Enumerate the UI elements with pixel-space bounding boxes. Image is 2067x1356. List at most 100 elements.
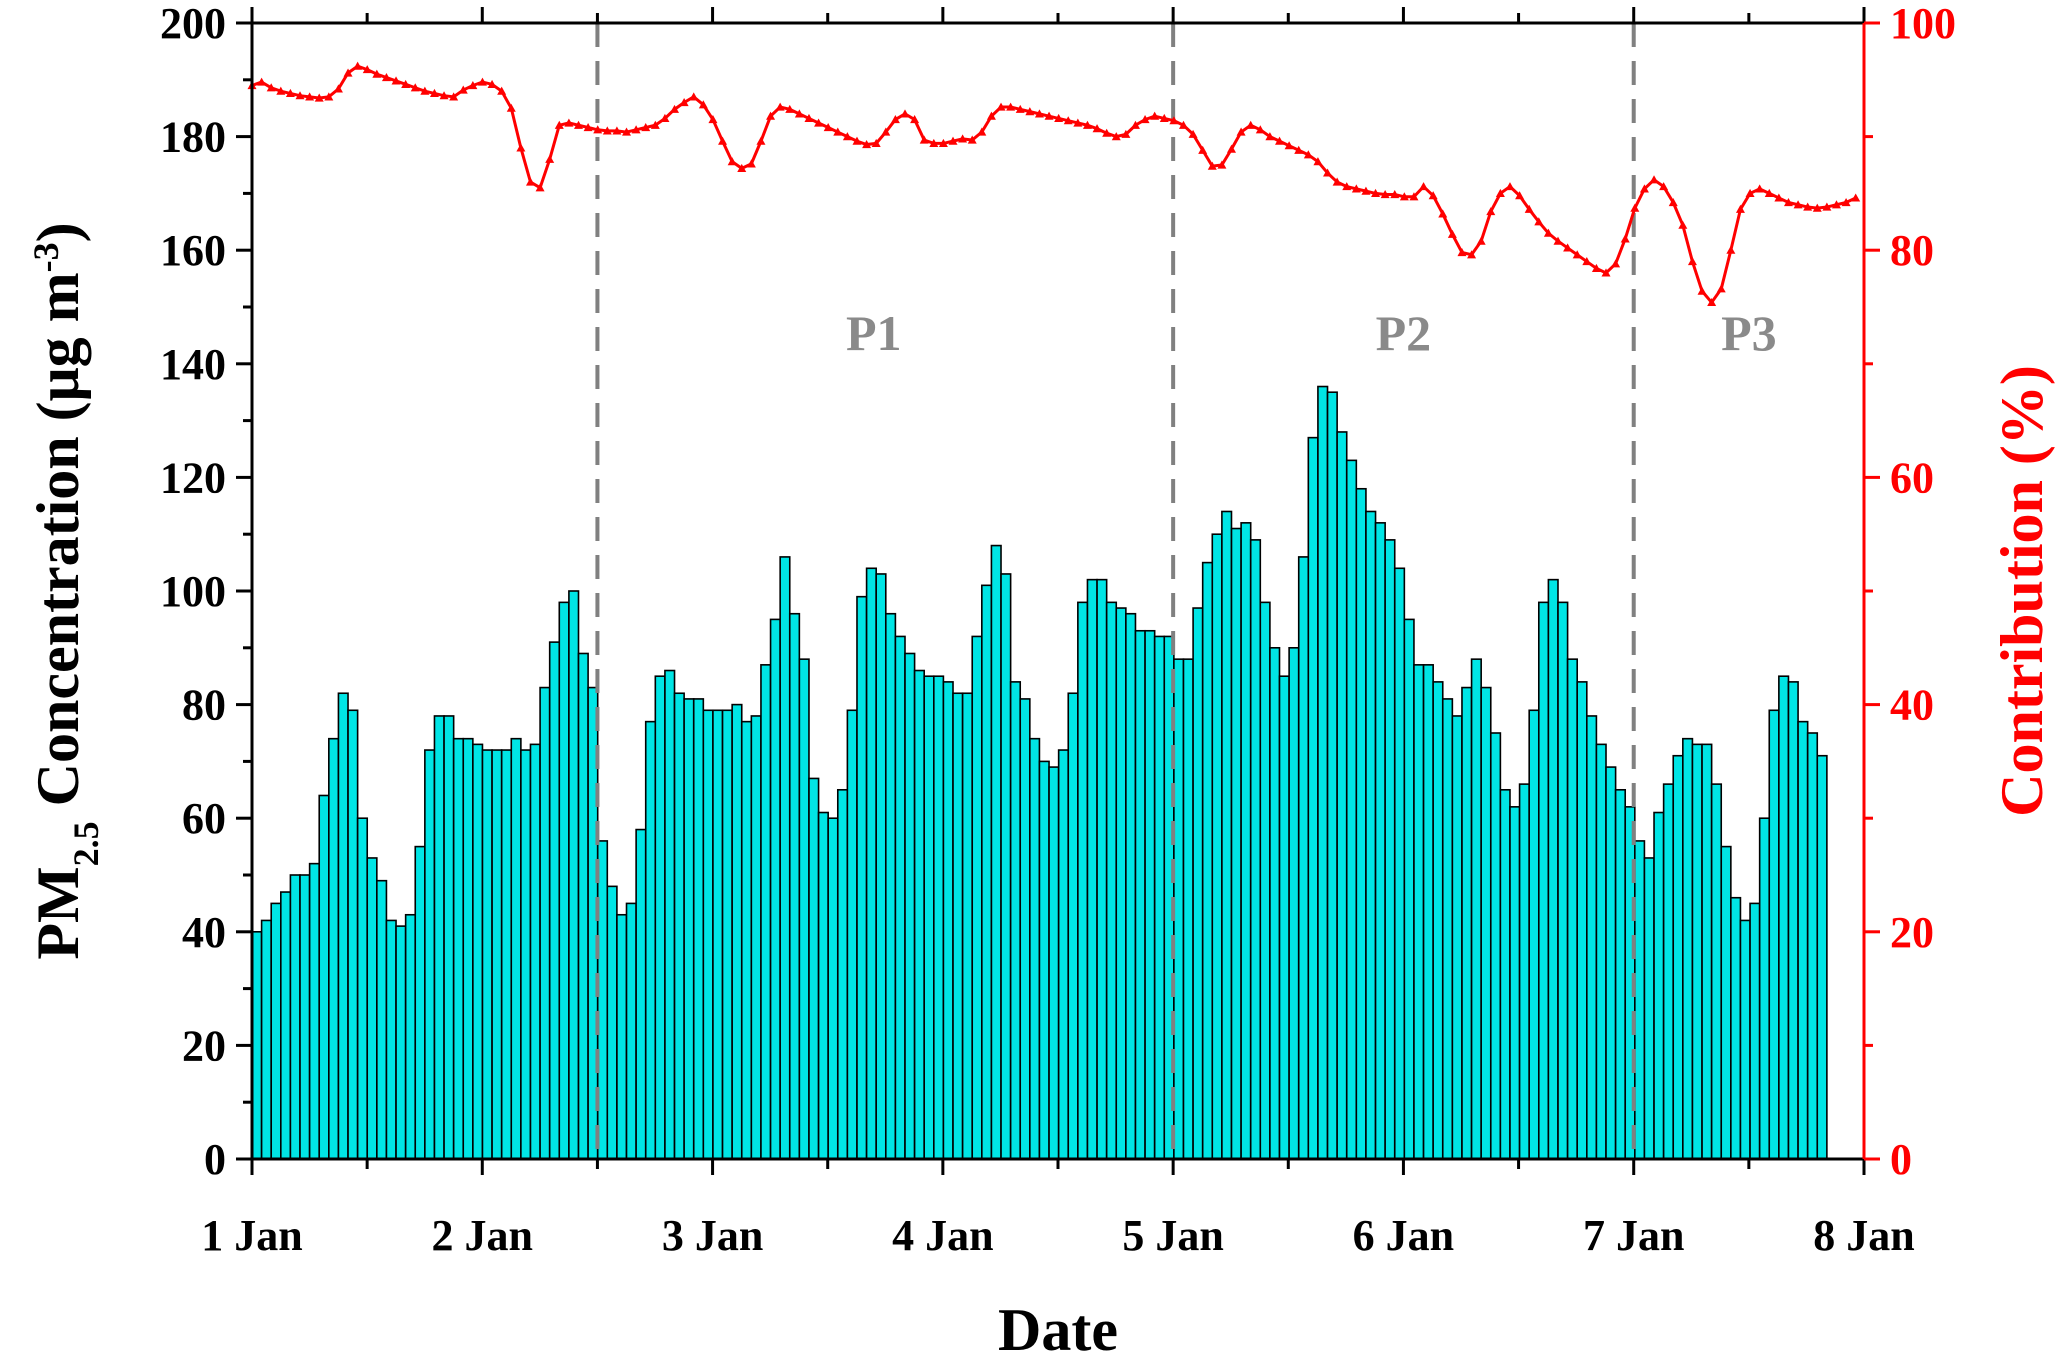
x-tick-label: 7 Jan <box>1583 1211 1684 1260</box>
contribution-marker <box>910 115 920 124</box>
pm25-bar <box>1797 720 1809 1160</box>
pm25-bar <box>1288 646 1300 1160</box>
pm25-bar <box>1029 737 1041 1160</box>
contribution-marker <box>497 86 507 95</box>
contribution-marker <box>1159 113 1169 123</box>
pm25-bar <box>644 720 657 1160</box>
contribution-marker <box>727 157 737 166</box>
pm25-bar <box>548 641 561 1160</box>
contribution-marker <box>1044 111 1054 120</box>
pm25-bar <box>1240 522 1252 1160</box>
pm25-bar <box>1720 845 1732 1160</box>
pm25-bar <box>1345 459 1358 1160</box>
left-y-axis-title: PM2.5 Concentration (μg m-3) <box>25 222 106 959</box>
contribution-marker <box>1150 111 1160 120</box>
contribution-marker <box>1572 250 1582 259</box>
contribution-marker <box>1601 268 1611 277</box>
pm25-bar <box>635 828 647 1160</box>
left-y-tick-label: 40 <box>182 908 226 957</box>
contribution-marker <box>1687 257 1697 266</box>
contribution-marker <box>890 115 900 124</box>
contribution-marker <box>554 120 564 129</box>
contribution-marker <box>1361 186 1371 195</box>
contribution-marker <box>1140 115 1150 124</box>
pm25-bar <box>827 817 839 1160</box>
contribution-marker <box>1034 109 1044 118</box>
contribution-marker <box>1707 297 1717 307</box>
pm25-bar <box>913 669 925 1160</box>
contribution-marker <box>919 135 929 144</box>
contribution-marker <box>343 68 353 77</box>
contribution-marker <box>1332 177 1342 186</box>
contribution-marker <box>285 88 295 98</box>
contribution-marker <box>1582 257 1592 266</box>
pm25-bar <box>884 612 897 1160</box>
pm25-bar <box>1643 857 1655 1160</box>
contribution-marker <box>670 104 680 113</box>
contribution-marker <box>391 76 401 85</box>
pm25-bar <box>1422 664 1434 1160</box>
contribution-marker <box>1102 128 1112 137</box>
contribution-marker <box>381 73 391 82</box>
pm25-bar <box>280 891 292 1160</box>
pm25-bar <box>1662 783 1675 1160</box>
contribution-marker <box>1639 184 1649 193</box>
contribution-marker <box>1265 132 1275 141</box>
contribution-marker <box>1620 234 1630 243</box>
left-y-title-superscript: -3 <box>26 242 66 272</box>
pm25-bar <box>1461 686 1473 1160</box>
contribution-marker <box>1467 250 1477 259</box>
pm25-bar <box>1595 743 1607 1160</box>
pm25-bar <box>721 709 733 1160</box>
pm25-bar <box>1307 436 1319 1160</box>
pm25-bar <box>1038 760 1050 1160</box>
contribution-marker <box>1841 197 1851 207</box>
pm25-bar <box>673 692 685 1160</box>
pm25-bar <box>1499 788 1511 1160</box>
contribution-marker <box>718 136 728 145</box>
contribution-marker <box>1342 182 1352 191</box>
pm25-bar <box>1710 783 1723 1160</box>
contribution-marker <box>1313 157 1323 166</box>
contribution-marker <box>814 118 824 127</box>
contribution-marker <box>986 111 996 120</box>
contribution-marker <box>324 92 334 101</box>
pm25-bar <box>1528 709 1540 1160</box>
contribution-marker <box>506 103 516 112</box>
pm25-bar <box>1489 732 1502 1160</box>
contribution-marker <box>314 93 324 102</box>
contribution-marker <box>449 92 459 101</box>
contribution-marker <box>564 118 574 127</box>
contribution-marker <box>679 98 689 107</box>
pm25-bar <box>1374 522 1386 1160</box>
pm25-bar <box>299 874 311 1160</box>
contribution-marker <box>477 77 487 86</box>
pm25-bar <box>981 584 993 1160</box>
contribution-marker <box>804 113 814 123</box>
pm25-bar <box>1566 658 1578 1160</box>
pm25-bar <box>260 919 273 1160</box>
contribution-marker <box>1678 220 1688 229</box>
pm25-bar <box>1336 431 1348 1160</box>
contribution-marker <box>1543 228 1553 237</box>
pm25-bar <box>1557 601 1569 1160</box>
pm25-bar <box>500 749 513 1160</box>
contribution-marker <box>852 136 862 145</box>
pm25-bar <box>1393 567 1406 1160</box>
pm25-bar <box>731 703 743 1160</box>
contribution-marker <box>1505 182 1515 191</box>
pm25-bar <box>1768 709 1780 1160</box>
pm25-bar <box>328 737 340 1160</box>
contribution-marker <box>362 65 372 74</box>
contribution-marker <box>1831 200 1841 209</box>
x-tick-label: 3 Jan <box>662 1211 763 1260</box>
contribution-marker <box>1323 168 1333 177</box>
pm25-bar <box>1182 658 1194 1160</box>
contribution-marker <box>977 127 987 136</box>
contribution-marker <box>1659 182 1669 191</box>
pm25-bar <box>337 692 349 1160</box>
pm25-bar <box>1682 737 1694 1160</box>
contribution-marker <box>583 123 593 132</box>
right-y-tick-label: 80 <box>1890 226 1934 275</box>
period-label-p3: P3 <box>1721 305 1777 361</box>
